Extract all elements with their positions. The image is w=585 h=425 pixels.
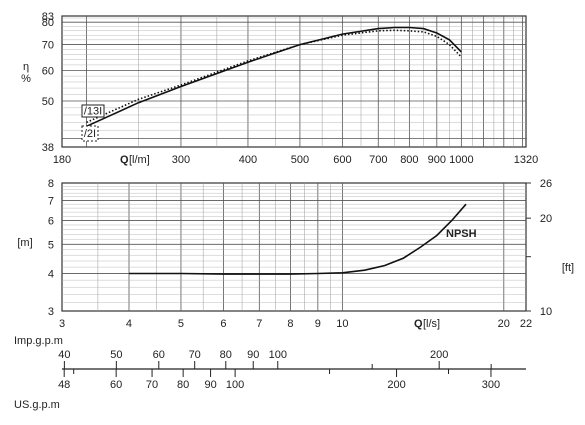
npsh-x-tick-label: 9 <box>315 318 321 330</box>
efficiency-x-label-unit: [l/m] <box>129 154 150 166</box>
efficiency-x-tick-label: 600 <box>333 154 351 166</box>
us-scale-label: 200 <box>387 379 405 391</box>
efficiency-plot-area <box>61 15 527 148</box>
npsh-x-tick-label: 10 <box>336 318 348 330</box>
efficiency-y-tick-label: 38 <box>42 142 54 154</box>
npsh-x-label-unit: [l/s] <box>423 318 440 330</box>
us-scale-label: 300 <box>482 379 500 391</box>
npsh-y-tick-label: 4 <box>48 268 54 280</box>
npsh-curve <box>129 203 467 275</box>
imperial-scale-label: 80 <box>220 349 232 361</box>
efficiency-x-tick-label: 800 <box>400 154 418 166</box>
imperial-scale-label: 90 <box>247 349 259 361</box>
efficiency-y-tick-label: 83 <box>42 11 54 23</box>
us-scale-label: 90 <box>204 379 216 391</box>
us-scale-label: 60 <box>110 379 122 391</box>
npsh-plot-area <box>61 182 527 312</box>
imperial-scale-label: 200 <box>430 349 448 361</box>
imperial-scale-label: 40 <box>58 349 70 361</box>
imperial-scale-label: 50 <box>110 349 122 361</box>
npsh-x-tick-label: 8 <box>287 318 293 330</box>
efficiency-curve-13 <box>86 26 462 128</box>
npsh-y-tick-label: 5 <box>48 239 54 251</box>
us-scale-label: 100 <box>226 379 244 391</box>
efficiency-x-tick-label: 180 <box>53 154 71 166</box>
curve-label-13: /13I <box>84 106 102 118</box>
us-gpm-label: US.g.p.m <box>14 399 60 411</box>
npsh-y-tick-label: 3 <box>48 306 54 318</box>
efficiency-y-tick-label: 50 <box>42 96 54 108</box>
us-scale-label: 48 <box>58 379 70 391</box>
npsh-x-label-symbol: Q <box>414 318 423 330</box>
npsh-x-tick-label: 6 <box>220 318 226 330</box>
npsh-x-tick-label: 22 <box>520 318 532 330</box>
efficiency-y-tick-label: 80 <box>42 17 54 29</box>
npsh-y2-label: [ft] <box>562 262 574 274</box>
us-scale-label: 70 <box>146 379 158 391</box>
efficiency-x-tick-label: 500 <box>291 154 309 166</box>
npsh-x-tick-label: 20 <box>498 318 510 330</box>
curve-label-2: /2I <box>84 128 96 140</box>
efficiency-x-tick-label: 400 <box>239 154 257 166</box>
imperial-scale-label: 60 <box>153 349 165 361</box>
npsh-x-tick-label: 3 <box>59 318 65 330</box>
npsh-curve-label: NPSH <box>446 228 477 240</box>
npsh-y2-tick-label: 20 <box>540 213 552 225</box>
npsh-x-tick-label: 7 <box>256 318 262 330</box>
efficiency-x-tick-label: 700 <box>369 154 387 166</box>
efficiency-y-label-unit: % <box>21 73 31 85</box>
efficiency-y-tick-label: 60 <box>42 65 54 77</box>
curve-label-13-box <box>81 104 105 118</box>
npsh-y-tick-label: 8 <box>48 178 54 190</box>
npsh-y-label: [m] <box>17 237 32 249</box>
npsh-y2-tick-label: 26 <box>540 178 552 190</box>
conversion-scales: Imp.g.p.m 40 50 60 70 80 90 100 200 48 60 70 80 90 1… <box>14 335 526 411</box>
efficiency-x-label-symbol: Q <box>120 154 129 166</box>
efficiency-x-tick-label: 300 <box>172 154 190 166</box>
npsh-y-tick-label: 7 <box>48 195 54 207</box>
imperial-scale-label: 100 <box>269 349 287 361</box>
efficiency-x-tick-label: 900 <box>428 154 446 166</box>
imperial-scale-label: 70 <box>189 349 201 361</box>
efficiency-x-tick-label: 1000 <box>449 154 473 166</box>
efficiency-y-tick-label: 70 <box>42 40 54 52</box>
npsh-x-tick-label: 5 <box>178 318 184 330</box>
curve-label-2-box <box>81 125 99 142</box>
efficiency-y-label-symbol: η <box>23 61 29 73</box>
us-scale-label: 80 <box>177 379 189 391</box>
npsh-y2-tick-label: 10 <box>540 306 552 318</box>
imperial-gpm-label: Imp.g.p.m <box>14 335 63 347</box>
efficiency-x-tick-label: 1320 <box>514 154 538 166</box>
npsh-chart: 3 4 5 6 7 8 10 20 26 3 4 5 6 7 8 9 10 20 22 [m] [ft] Q [… <box>17 178 574 330</box>
efficiency-curve-2 <box>86 29 462 124</box>
npsh-x-tick-label: 4 <box>126 318 132 330</box>
npsh-y-tick-label: 6 <box>48 216 54 228</box>
